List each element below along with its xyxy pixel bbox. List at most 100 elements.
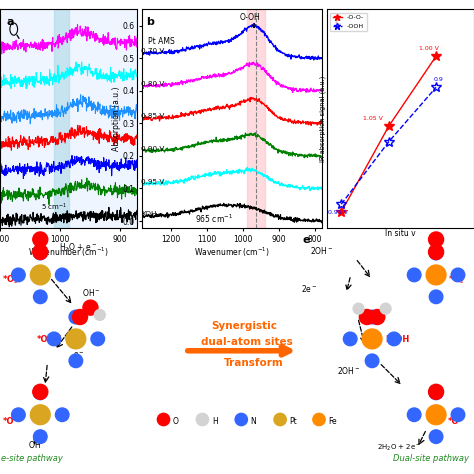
Text: 0.70 V: 0.70 V (141, 48, 165, 55)
Circle shape (235, 413, 247, 426)
Y-axis label: Absorption (a.u.): Absorption (a.u.) (112, 86, 121, 151)
Text: *O: *O (2, 417, 14, 426)
Circle shape (94, 310, 105, 320)
Text: e: e (302, 235, 310, 245)
-OOH (433, 84, 439, 90)
Text: *O: *O (448, 417, 459, 426)
Text: Transform: Transform (224, 358, 283, 368)
Text: 0.85 V: 0.85 V (141, 113, 165, 119)
Text: 2OH$^-$: 2OH$^-$ (337, 365, 360, 376)
Circle shape (429, 246, 443, 260)
Circle shape (91, 332, 105, 346)
Circle shape (34, 430, 47, 444)
Text: 1.00 V: 1.00 V (419, 46, 439, 51)
Circle shape (428, 232, 444, 247)
Text: 2H$_2$O + 2e$^-$: 2H$_2$O + 2e$^-$ (377, 442, 421, 453)
Circle shape (359, 310, 374, 325)
Circle shape (313, 413, 325, 426)
Circle shape (34, 290, 47, 304)
Circle shape (274, 413, 286, 426)
Text: 2OH$^-$: 2OH$^-$ (310, 245, 334, 255)
-OOH (386, 139, 392, 145)
Text: *OOH: *OOH (37, 335, 63, 344)
Text: 0.95 V: 0.95 V (328, 210, 348, 215)
Circle shape (343, 332, 357, 346)
Text: H$_2$O + e$^-$: H$_2$O + e$^-$ (59, 241, 98, 254)
Text: O-OH: O-OH (239, 13, 260, 27)
Line: -O-O-: -O-O- (337, 51, 441, 217)
X-axis label: In situ v: In situ v (385, 229, 416, 238)
Circle shape (387, 332, 401, 346)
Text: b: b (146, 17, 154, 27)
-OOH (338, 201, 344, 207)
X-axis label: Wavenumber (cm$^{-1}$): Wavenumber (cm$^{-1}$) (28, 246, 109, 259)
Circle shape (11, 408, 25, 421)
Circle shape (33, 245, 48, 259)
Circle shape (426, 405, 446, 425)
Text: O: O (173, 418, 179, 426)
Circle shape (30, 405, 50, 425)
Circle shape (34, 246, 47, 260)
Y-axis label: IR absorption signal (a.u.): IR absorption signal (a.u.) (319, 75, 326, 162)
Text: H: H (212, 418, 218, 426)
Circle shape (30, 265, 50, 285)
Circle shape (380, 303, 391, 314)
Circle shape (33, 232, 48, 247)
Text: 2*OH: 2*OH (385, 335, 409, 344)
Text: OH$^-$: OH$^-$ (82, 287, 100, 298)
Circle shape (69, 310, 82, 324)
Circle shape (451, 268, 465, 282)
X-axis label: Wavenumer (cm$^{-1}$): Wavenumer (cm$^{-1}$) (194, 246, 270, 259)
Text: 1.05 V: 1.05 V (363, 116, 383, 121)
Text: Pt AMS: Pt AMS (147, 37, 174, 46)
Text: c: c (334, 17, 341, 27)
Text: 0.9: 0.9 (434, 77, 444, 82)
Text: 5 cm$^{-1}$: 5 cm$^{-1}$ (41, 201, 67, 212)
Circle shape (451, 408, 465, 421)
Circle shape (429, 290, 443, 304)
Circle shape (365, 310, 379, 324)
Circle shape (428, 384, 444, 399)
Text: OH$^-$: OH$^-$ (28, 439, 47, 450)
Text: Synergistic: Synergistic (211, 321, 277, 331)
Circle shape (33, 384, 48, 399)
Circle shape (429, 386, 443, 400)
Circle shape (365, 354, 379, 368)
Line: -OOH: -OOH (337, 82, 441, 209)
Circle shape (73, 310, 88, 325)
Text: 0.95 V: 0.95 V (141, 179, 165, 184)
Text: 965 cm$^{-1}$: 965 cm$^{-1}$ (195, 213, 233, 225)
Text: *O$_2$: *O$_2$ (2, 273, 19, 285)
Text: N: N (251, 418, 256, 426)
-O-O- (386, 123, 392, 129)
Bar (54, 9, 69, 228)
Text: e$^-$: e$^-$ (73, 350, 85, 360)
Text: Pt: Pt (290, 418, 297, 426)
Circle shape (55, 408, 69, 421)
Text: KOH: KOH (141, 211, 157, 217)
Bar (246, 9, 264, 228)
Text: 2e$^-$: 2e$^-$ (301, 283, 318, 293)
Text: Fe: Fe (328, 418, 337, 426)
Circle shape (55, 268, 69, 282)
Circle shape (353, 303, 364, 314)
Circle shape (157, 413, 170, 426)
Text: 0.80 V: 0.80 V (141, 81, 165, 87)
Text: e-site pathway: e-site pathway (1, 454, 63, 463)
Text: 0.90 V: 0.90 V (141, 146, 165, 152)
Legend: -O-O-, -OOH: -O-O-, -OOH (330, 13, 367, 31)
Circle shape (47, 332, 61, 346)
Circle shape (34, 386, 47, 400)
-O-O- (338, 209, 344, 215)
Circle shape (83, 300, 98, 315)
Text: a: a (7, 17, 14, 27)
Text: dual-atom sites: dual-atom sites (201, 337, 293, 347)
Circle shape (370, 310, 385, 325)
Circle shape (429, 430, 443, 444)
Circle shape (426, 265, 446, 285)
Circle shape (69, 354, 82, 368)
Circle shape (11, 268, 25, 282)
Circle shape (196, 413, 209, 426)
Circle shape (66, 329, 86, 349)
Circle shape (407, 268, 421, 282)
